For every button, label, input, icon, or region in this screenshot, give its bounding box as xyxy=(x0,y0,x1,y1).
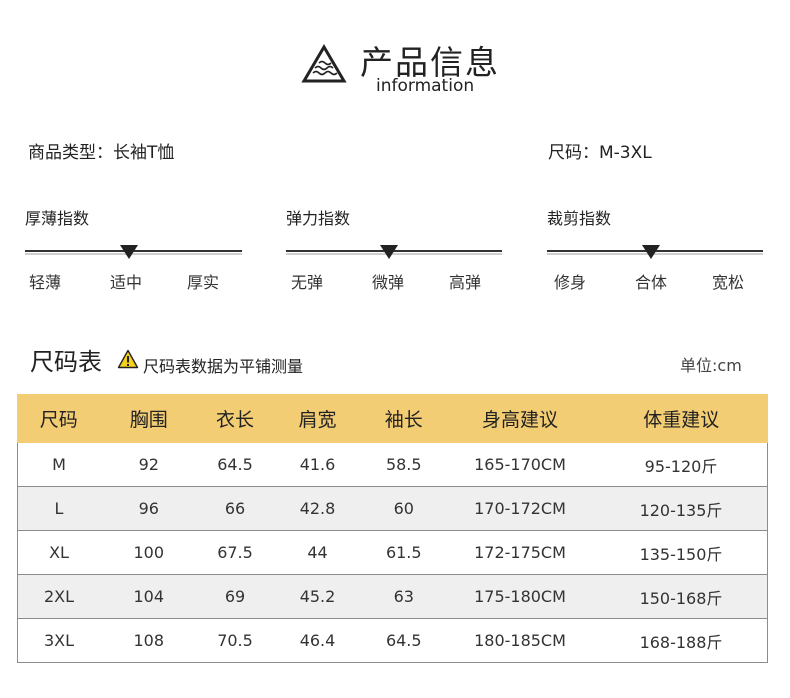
indicator-marker xyxy=(120,245,138,259)
table-cell: 45.2 xyxy=(272,574,363,619)
table-cell: 64.5 xyxy=(362,618,445,663)
indicator-option: 无弹 xyxy=(291,273,324,292)
product-type-label: 商品类型：长袖T恤 xyxy=(28,143,175,163)
table-cell: 170-172CM xyxy=(445,486,595,531)
indicator-option: 微弹 xyxy=(372,273,405,292)
page-subtitle: information xyxy=(376,76,475,96)
table-cell: 44 xyxy=(272,530,363,575)
table-cell: 135-150斤 xyxy=(595,530,768,575)
table-header-cell: 肩宽 xyxy=(272,394,363,443)
table-cell: 175-180CM xyxy=(445,574,595,619)
size-chart-note: 尺码表数据为平铺测量 xyxy=(143,357,304,376)
table-row: M 92 64.5 41.6 58.5 165-170CM 95-120斤 xyxy=(17,442,768,487)
table-cell: 41.6 xyxy=(272,442,363,487)
table-cell: 64.5 xyxy=(197,442,273,487)
unit-label: 单位:cm xyxy=(680,356,742,375)
indicator-option: 厚实 xyxy=(187,273,220,292)
table-row: L 96 66 42.8 60 170-172CM 120-135斤 xyxy=(17,486,768,531)
table-cell: 92 xyxy=(100,442,198,487)
table-cell: 70.5 xyxy=(197,618,273,663)
warning-icon xyxy=(117,349,139,369)
table-cell: 67.5 xyxy=(197,530,273,575)
fit-indicator: 裁剪指数 修身 合体 宽松 xyxy=(547,205,777,300)
table-cell: 180-185CM xyxy=(445,618,595,663)
table-cell: 150-168斤 xyxy=(595,574,768,619)
table-cell: 69 xyxy=(197,574,273,619)
table-header-row: 尺码 胸围 衣长 肩宽 袖长 身高建议 体重建议 xyxy=(17,394,768,443)
table-cell: 66 xyxy=(197,486,273,531)
indicator-title: 弹力指数 xyxy=(286,209,351,228)
table-cell: 60 xyxy=(362,486,445,531)
indicator-option: 宽松 xyxy=(712,273,745,292)
table-header-cell: 身高建议 xyxy=(444,394,596,443)
table-cell: 168-188斤 xyxy=(595,618,768,663)
indicator-option: 适中 xyxy=(110,273,143,292)
table-cell: 108 xyxy=(100,618,198,663)
table-cell: 63 xyxy=(362,574,445,619)
size-chart-title: 尺码表 xyxy=(30,348,102,376)
table-row: 2XL 104 69 45.2 63 175-180CM 150-168斤 xyxy=(17,574,768,619)
indicator-marker xyxy=(380,245,398,259)
table-cell: 100 xyxy=(100,530,198,575)
table-cell: 120-135斤 xyxy=(595,486,768,531)
table-cell: 165-170CM xyxy=(445,442,595,487)
page-title: 产品信息 xyxy=(360,43,500,82)
table-cell: M xyxy=(17,442,100,487)
table-header-cell: 体重建议 xyxy=(594,394,768,443)
triangle-waves-icon xyxy=(301,44,347,83)
table-cell: 42.8 xyxy=(272,486,363,531)
size-range-label: 尺码：M-3XL xyxy=(548,143,652,163)
table-row: 3XL 108 70.5 46.4 64.5 180-185CM 168-188… xyxy=(17,618,768,663)
table-cell: 95-120斤 xyxy=(595,442,768,487)
table-cell: 172-175CM xyxy=(445,530,595,575)
table-row: XL 100 67.5 44 61.5 172-175CM 135-150斤 xyxy=(17,530,768,575)
table-header-cell: 胸围 xyxy=(99,394,198,443)
table-cell: 3XL xyxy=(17,618,100,663)
table-header-cell: 衣长 xyxy=(197,394,273,443)
indicator-option: 修身 xyxy=(554,273,587,292)
size-table: 尺码 胸围 衣长 肩宽 袖长 身高建议 体重建议 M 92 64.5 41.6 … xyxy=(17,394,768,663)
indicator-option: 合体 xyxy=(635,273,668,292)
table-cell: L xyxy=(17,486,100,531)
indicator-title: 裁剪指数 xyxy=(547,209,612,228)
indicator-option: 高弹 xyxy=(449,273,482,292)
table-cell: XL xyxy=(17,530,100,575)
indicator-option: 轻薄 xyxy=(29,273,62,292)
table-cell: 104 xyxy=(100,574,198,619)
table-header-cell: 尺码 xyxy=(17,394,101,443)
indicator-title: 厚薄指数 xyxy=(25,209,90,228)
thickness-indicator: 厚薄指数 轻薄 适中 厚实 xyxy=(25,205,255,300)
table-header-cell: 袖长 xyxy=(362,394,446,443)
elasticity-indicator: 弹力指数 无弹 微弹 高弹 xyxy=(286,205,516,300)
table-cell: 61.5 xyxy=(362,530,445,575)
table-cell: 2XL xyxy=(17,574,100,619)
table-cell: 46.4 xyxy=(272,618,363,663)
table-cell: 96 xyxy=(100,486,198,531)
table-cell: 58.5 xyxy=(362,442,445,487)
indicator-marker xyxy=(642,245,660,259)
